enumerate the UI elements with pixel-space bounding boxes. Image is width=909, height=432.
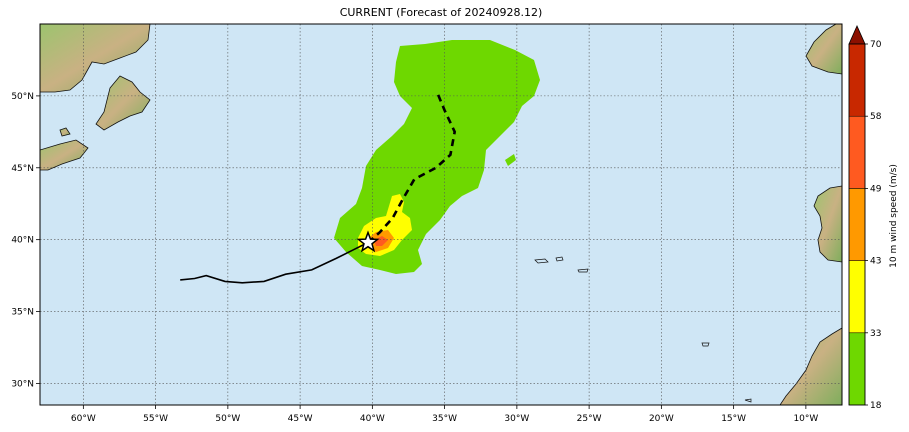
land-layer (40, 24, 842, 405)
azores-island (555, 256, 564, 262)
africa-land (779, 327, 842, 405)
latitude-tick-label: 50°N (11, 92, 34, 102)
longitude-tick-label: 50°W (215, 414, 240, 424)
longitude-tick-label: 40°W (360, 414, 385, 424)
colorbar-segment (848, 332, 866, 406)
past-storm-track (180, 241, 369, 284)
colorbar-tick-label: 18 (870, 401, 882, 411)
colorbar-segment (848, 115, 866, 189)
forecast-storm-track (367, 92, 457, 244)
madeira-island (701, 342, 710, 347)
colorbar-segment (848, 260, 866, 334)
latitude-tick-label: 30°N (11, 379, 34, 389)
storm-position-star-icon (356, 230, 380, 253)
wind-swath-18-33 (334, 40, 540, 274)
iberia-land (813, 185, 842, 263)
latitude-axis: 30°N 35°N 40°N 45°N 50°N (11, 92, 40, 389)
longitude-tick-label: 60°W (71, 414, 96, 424)
longitude-tick-label: 20°W (649, 414, 674, 424)
colorbar-tick-label: 58 (870, 112, 882, 122)
map-frame (39, 23, 843, 406)
longitude-tick-label: 35°W (432, 414, 457, 424)
latitude-tick-label: 45°N (11, 164, 34, 174)
colorbar-label: 10 m wind speed (m/s) (889, 164, 899, 268)
colorbar: 18 33 43 49 58 70 10 m wind speed (m/s) (848, 25, 899, 411)
colorbar-extend-arrow (848, 25, 866, 45)
latitude-tick-label: 35°N (11, 308, 34, 318)
colorbar-segment (848, 188, 866, 261)
longitude-tick-label: 55°W (143, 414, 168, 424)
longitude-tick-label: 30°W (504, 414, 529, 424)
nova-scotia-land (40, 139, 89, 171)
colorbar-frame (848, 43, 866, 406)
longitude-tick-label: 45°W (288, 414, 313, 424)
wind-swath-18-33 (505, 154, 516, 166)
colorbar-tick-label: 33 (870, 329, 881, 339)
longitude-tick-label: 15°W (721, 414, 746, 424)
colorbar-tick-label: 70 (870, 40, 882, 50)
newfoundland-land (40, 24, 151, 93)
colorbar-tick-label: 49 (870, 184, 882, 194)
longitude-axis: 60°W 55°W 50°W 45°W 40°W 35°W 30°W 25°W 20°W 15°W… (71, 405, 818, 424)
map-title: CURRENT (Forecast of 20240928.12) (339, 6, 543, 19)
azores-island (534, 258, 549, 264)
small-island-north (59, 127, 71, 137)
latitude-tick-label: 40°N (11, 236, 34, 246)
azores-island (577, 268, 589, 273)
wind-swath-49-58 (374, 236, 388, 246)
colorbar-segment (848, 43, 866, 117)
colorbar-tick-label: 43 (870, 257, 881, 267)
canary-island (744, 398, 752, 403)
newfoundland-island (95, 75, 151, 131)
longitude-tick-label: 10°W (793, 414, 818, 424)
longitude-tick-label: 25°W (577, 414, 602, 424)
graticule (40, 24, 842, 405)
